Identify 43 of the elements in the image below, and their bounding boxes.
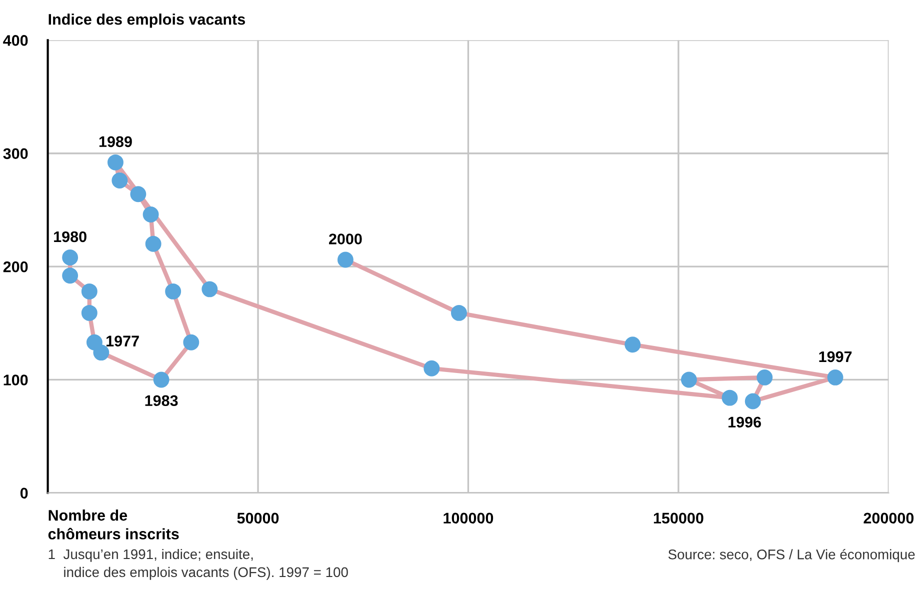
point <box>81 304 98 321</box>
point <box>81 283 98 300</box>
text: 1 Jusqu’en 1991, indice; ensuite, indice des emplois vacants (OFS). 1997 = 100 <box>48 548 348 580</box>
point <box>744 393 761 410</box>
x-tick-label: 100000 <box>444 512 494 524</box>
x-axis-title: Nombre de chômeurs inscrits <box>48 510 179 540</box>
annotation: 2000 <box>329 234 362 244</box>
point <box>153 372 170 388</box>
point <box>827 369 844 386</box>
point <box>722 390 738 406</box>
source-note: Source: seco, OFS / La Vie économique <box>668 548 915 562</box>
point <box>183 334 200 350</box>
annotation: 1996 <box>728 416 761 428</box>
point <box>108 154 124 170</box>
point <box>451 304 467 321</box>
point <box>62 250 78 266</box>
point <box>62 268 78 284</box>
y-tick-label: 100 <box>4 374 28 386</box>
point <box>624 336 641 353</box>
x-tick-label: 50000 <box>237 512 279 524</box>
annotation: 1977 <box>106 336 139 346</box>
y-tick-label: 0 <box>20 488 28 499</box>
y-tick-label: 300 <box>3 148 28 160</box>
point <box>112 172 128 189</box>
point <box>337 252 354 268</box>
x-tick-label: 200000 <box>864 512 914 524</box>
point <box>202 281 218 298</box>
annotation: 1983 <box>145 395 178 406</box>
annotation: 1989 <box>99 136 132 148</box>
point <box>142 206 159 222</box>
point <box>680 372 697 388</box>
point <box>424 360 440 376</box>
point <box>93 344 110 361</box>
point <box>130 186 146 202</box>
y-axis-title: Indice des emplois vacants <box>48 14 246 28</box>
annotation: 1980 <box>54 231 86 242</box>
point <box>756 369 773 386</box>
point <box>145 236 162 252</box>
y-tick-label: 400 <box>3 35 28 46</box>
x-tick-label: 150000 <box>654 512 704 524</box>
annotation: 1997 <box>819 351 852 362</box>
point <box>165 283 182 300</box>
y-tick-label: 200 <box>3 261 28 272</box>
